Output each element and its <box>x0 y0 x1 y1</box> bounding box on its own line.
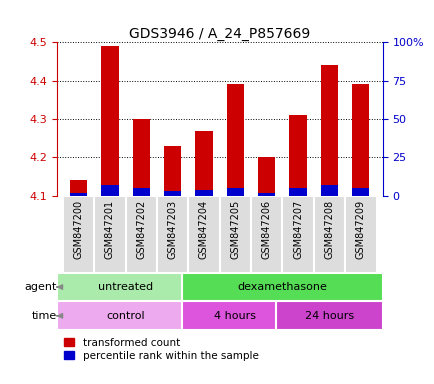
Bar <box>101 46 118 196</box>
FancyBboxPatch shape <box>188 196 219 273</box>
Bar <box>164 146 181 196</box>
Bar <box>70 193 87 196</box>
Bar <box>164 191 181 196</box>
FancyBboxPatch shape <box>282 196 313 273</box>
Text: GSM847207: GSM847207 <box>293 200 302 259</box>
Text: 24 hours: 24 hours <box>304 311 353 321</box>
Text: GSM847209: GSM847209 <box>355 200 365 259</box>
Text: GSM847200: GSM847200 <box>73 200 83 259</box>
Bar <box>320 185 337 196</box>
FancyBboxPatch shape <box>94 196 125 273</box>
Text: control: control <box>106 311 145 321</box>
Bar <box>352 188 368 196</box>
FancyBboxPatch shape <box>56 301 194 330</box>
Bar <box>257 157 275 196</box>
Text: GSM847204: GSM847204 <box>198 200 208 259</box>
FancyBboxPatch shape <box>344 196 376 273</box>
Bar <box>132 119 150 196</box>
FancyBboxPatch shape <box>181 301 288 330</box>
FancyBboxPatch shape <box>250 196 282 273</box>
Bar <box>320 65 337 196</box>
FancyBboxPatch shape <box>125 196 157 273</box>
Text: time: time <box>32 311 57 321</box>
Bar <box>289 188 306 196</box>
Bar <box>101 185 118 196</box>
FancyBboxPatch shape <box>219 196 250 273</box>
FancyBboxPatch shape <box>62 196 94 273</box>
Bar <box>70 180 87 196</box>
Bar <box>289 115 306 196</box>
Bar <box>226 188 243 196</box>
Bar <box>352 84 368 196</box>
FancyBboxPatch shape <box>56 273 194 301</box>
FancyBboxPatch shape <box>276 301 382 330</box>
Text: 4 hours: 4 hours <box>214 311 256 321</box>
FancyBboxPatch shape <box>157 196 188 273</box>
Text: GSM847203: GSM847203 <box>167 200 177 259</box>
Text: agent: agent <box>25 282 57 292</box>
Text: GSM847205: GSM847205 <box>230 200 240 259</box>
Text: GSM847206: GSM847206 <box>261 200 271 259</box>
Bar <box>195 131 212 196</box>
Title: GDS3946 / A_24_P857669: GDS3946 / A_24_P857669 <box>129 27 309 41</box>
Bar <box>195 190 212 196</box>
Text: dexamethasone: dexamethasone <box>237 282 327 292</box>
Text: GSM847201: GSM847201 <box>105 200 115 259</box>
Text: GSM847208: GSM847208 <box>324 200 334 259</box>
FancyBboxPatch shape <box>181 273 382 301</box>
FancyBboxPatch shape <box>313 196 344 273</box>
Bar <box>132 188 150 196</box>
Legend: transformed count, percentile rank within the sample: transformed count, percentile rank withi… <box>62 336 260 363</box>
Text: untreated: untreated <box>98 282 153 292</box>
Bar <box>226 84 243 196</box>
Text: GSM847202: GSM847202 <box>136 200 146 259</box>
Bar <box>257 193 275 196</box>
